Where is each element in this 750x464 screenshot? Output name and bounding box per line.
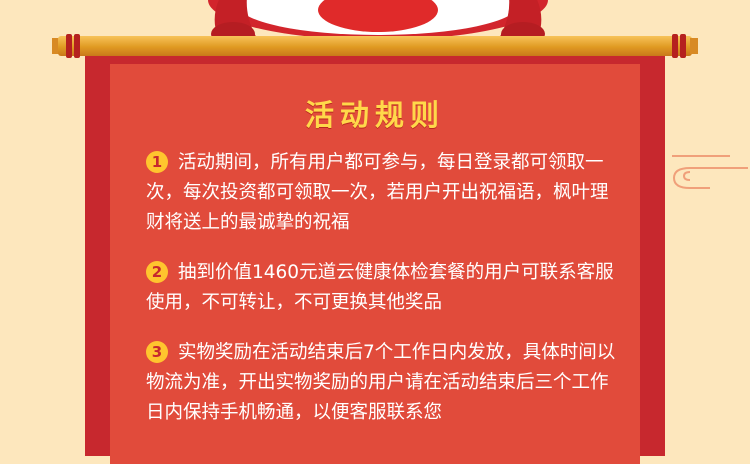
rule-item-2: 2 抽到价值1460元道云健康体检套餐的用户可联系客服使用，不可转让，不可更换其他…: [146, 258, 616, 318]
scroll-rod: [58, 36, 692, 56]
scroll-rod-cap-right: [690, 38, 698, 54]
rule-text: 抽到价值1460元道云健康体检套餐的用户可联系客服使用，不可转让，不可更换其他奖…: [146, 262, 614, 313]
rule-number-badge: 3: [146, 341, 168, 363]
rule-text: 活动期间，所有用户都可参与，每日登录都可领取一次，每次投资都可领取一次，若用户开…: [146, 152, 609, 233]
scroll-rod-ring: [74, 34, 80, 58]
rule-number-badge: 2: [146, 261, 168, 283]
rule-item-3: 3 实物奖励在活动结束后7个工作日内发放，具体时间以物流为准，开出实物奖励的用户请…: [146, 338, 616, 428]
rule-text: 实物奖励在活动结束后7个工作日内发放，具体时间以物流为准，开出实物奖励的用户请在…: [146, 342, 616, 423]
cloud-swirl-icon: [672, 155, 748, 189]
scroll-rod-cap-left: [52, 38, 60, 54]
rule-number-badge: 1: [146, 151, 168, 173]
page-title: 活动规则: [304, 98, 445, 132]
rule-item-1: 1 活动期间，所有用户都可参与，每日登录都可领取一次，每次投资都可领取一次，若用户…: [146, 148, 616, 238]
scroll-rod-ring: [66, 34, 72, 58]
scroll-rod-ring: [680, 34, 686, 58]
rules-panel: [110, 64, 640, 464]
scroll-rod-ring: [672, 34, 678, 58]
